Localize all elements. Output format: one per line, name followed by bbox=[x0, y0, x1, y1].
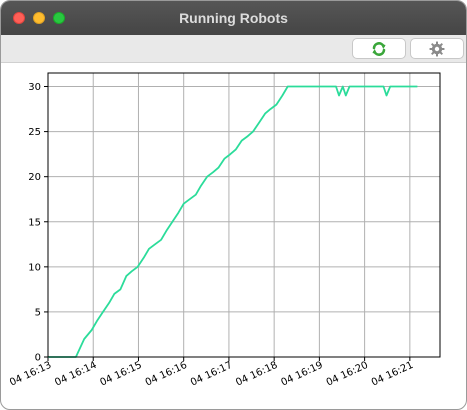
x-tick-label: 04 16:14 bbox=[53, 360, 98, 389]
refresh-button[interactable] bbox=[352, 38, 406, 59]
x-tick-label: 04 16:19 bbox=[279, 360, 324, 389]
refresh-icon bbox=[372, 41, 386, 56]
x-tick-label: 04 16:16 bbox=[144, 360, 189, 389]
plot-background bbox=[48, 73, 440, 357]
gear-icon bbox=[429, 41, 445, 56]
x-tick-label: 04 16:17 bbox=[189, 360, 234, 389]
title-bar[interactable]: Running Robots bbox=[1, 1, 466, 35]
x-tick-label: 04 16:18 bbox=[234, 360, 279, 389]
y-tick-label: 10 bbox=[28, 262, 41, 273]
window-title: Running Robots bbox=[179, 10, 288, 26]
y-tick-label: 0 bbox=[35, 353, 41, 364]
x-tick-label: 04 16:21 bbox=[370, 360, 415, 389]
x-tick-label: 04 16:15 bbox=[99, 360, 144, 389]
zoom-window-button[interactable] bbox=[53, 12, 65, 24]
y-tick-label: 30 bbox=[28, 82, 41, 93]
close-window-button[interactable] bbox=[13, 12, 25, 24]
x-tick-label: 04 16:13 bbox=[8, 360, 53, 389]
settings-button[interactable] bbox=[410, 38, 464, 59]
y-tick-label: 15 bbox=[28, 217, 41, 228]
y-tick-label: 20 bbox=[28, 172, 41, 183]
minimize-window-button[interactable] bbox=[33, 12, 45, 24]
x-tick-label: 04 16:20 bbox=[325, 360, 370, 389]
toolbar bbox=[1, 35, 466, 63]
y-tick-label: 25 bbox=[28, 127, 41, 138]
plot-frame bbox=[47, 72, 441, 358]
series-line bbox=[48, 85, 418, 358]
chart-area: 0 5 10 15 20 25 30 04 16:13 04 16:14 04 16:15 04 1… bbox=[1, 63, 466, 409]
y-tick-label: 5 bbox=[35, 307, 41, 318]
